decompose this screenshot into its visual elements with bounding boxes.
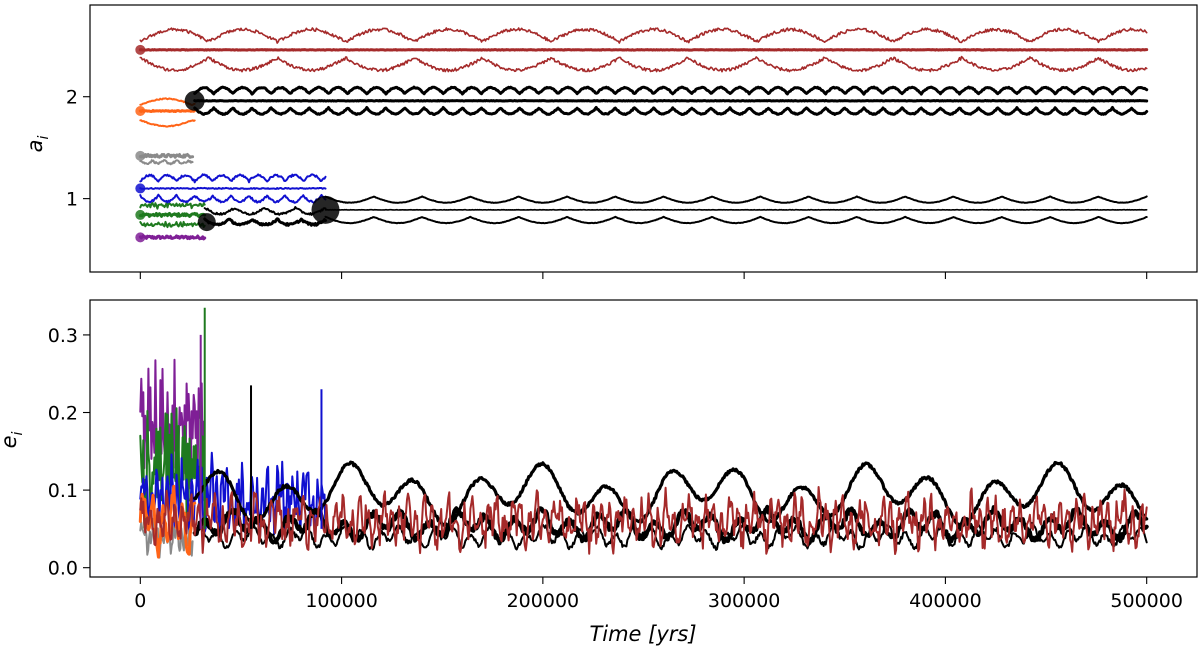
- series-line-brown-0: [139, 486, 1148, 555]
- initial-position-marker: [135, 232, 146, 243]
- series-line-blue-2: [139, 193, 327, 204]
- bottom-ylabel-sub: i: [10, 431, 26, 435]
- xtick-label: 0: [134, 590, 146, 612]
- series-line-black-outer-0: [193, 99, 1149, 103]
- top-xtick-group: [139, 272, 1148, 279]
- xtick-label: 200000: [507, 590, 580, 612]
- initial-position-marker: [135, 105, 146, 116]
- initial-position-marker: [197, 213, 216, 232]
- series-line-orange-2: [139, 119, 196, 128]
- series-line-black-2: [193, 521, 1148, 551]
- ytick-label: 0.0: [48, 558, 78, 580]
- series-line-black-outer-7: [324, 215, 1148, 225]
- xtick-label: 100000: [305, 590, 378, 612]
- series-line-grey-0: [138, 152, 195, 159]
- xlabel-main: Time: [589, 622, 641, 646]
- series-line-black-outer-6: [324, 195, 1148, 204]
- top-series-group: [138, 27, 1149, 241]
- bottom-series-group: [138, 307, 1149, 559]
- series-line-black-0: [193, 460, 1149, 528]
- series-line-brown-2: [139, 55, 1148, 73]
- series-line-grey-1: [139, 159, 194, 166]
- initial-position-marker: [184, 90, 205, 111]
- ytick-label: 0.3: [48, 325, 78, 347]
- bottom-ylabel-main: e: [0, 435, 21, 448]
- series-line-brown-1: [139, 27, 1148, 44]
- series-line-black-outer-4: [203, 206, 327, 216]
- series-line-purple-0: [139, 358, 206, 494]
- series-line-purple-0: [138, 234, 207, 241]
- xlabel-units: [yrs]: [641, 622, 696, 646]
- series-line-green-2: [139, 201, 206, 210]
- bottom-xtick-group: 0 100000 200000 300000 400000 500000: [134, 577, 1183, 612]
- series-line-orange-0: [138, 484, 197, 559]
- ytick-label: 0.2: [48, 403, 78, 425]
- top-y-axis-label: ai: [23, 136, 52, 153]
- series-line-black-outer-3: [203, 217, 327, 227]
- initial-position-marker: [135, 44, 146, 55]
- initial-position-marker: [135, 209, 146, 220]
- series-line-black-outer-1: [193, 85, 1149, 96]
- bottom-axes-frame: [89, 299, 1198, 578]
- series-line-orange-0: [138, 109, 197, 113]
- top-ylabel-sub: i: [36, 136, 52, 140]
- top-ylabel-main: a: [23, 140, 47, 153]
- initial-position-marker: [135, 150, 146, 161]
- top-marker-group: [135, 44, 340, 243]
- series-line-brown-0: [138, 48, 1149, 52]
- series-line-green-0: [138, 211, 207, 218]
- top-panel: 12 ai: [23, 4, 1198, 279]
- top-ytick-group: 12: [66, 87, 90, 211]
- xtick-label: 400000: [909, 590, 982, 612]
- ytick-label: 1: [66, 189, 78, 211]
- initial-position-marker: [135, 183, 146, 194]
- ytick-label: 0.1: [48, 480, 78, 502]
- bottom-y-axis-label: ei: [0, 431, 26, 448]
- series-line-blue-0: [139, 186, 327, 190]
- series-line-green-1: [139, 220, 206, 229]
- xtick-label: 500000: [1110, 590, 1183, 612]
- initial-position-marker: [311, 195, 340, 224]
- top-axes-frame: [89, 4, 1198, 273]
- xtick-label: 300000: [708, 590, 781, 612]
- bottom-x-axis-label: Time [yrs]: [589, 622, 696, 646]
- bottom-ytick-group: 0.0 0.1 0.2 0.3: [48, 325, 90, 580]
- series-line-black-outer-2: [193, 105, 1149, 116]
- bottom-panel: 0.0 0.1 0.2 0.3 0 100000 200000 300000 400000 50…: [0, 299, 1198, 646]
- series-line-blue-1: [139, 173, 327, 184]
- ytick-label: 2: [66, 87, 78, 109]
